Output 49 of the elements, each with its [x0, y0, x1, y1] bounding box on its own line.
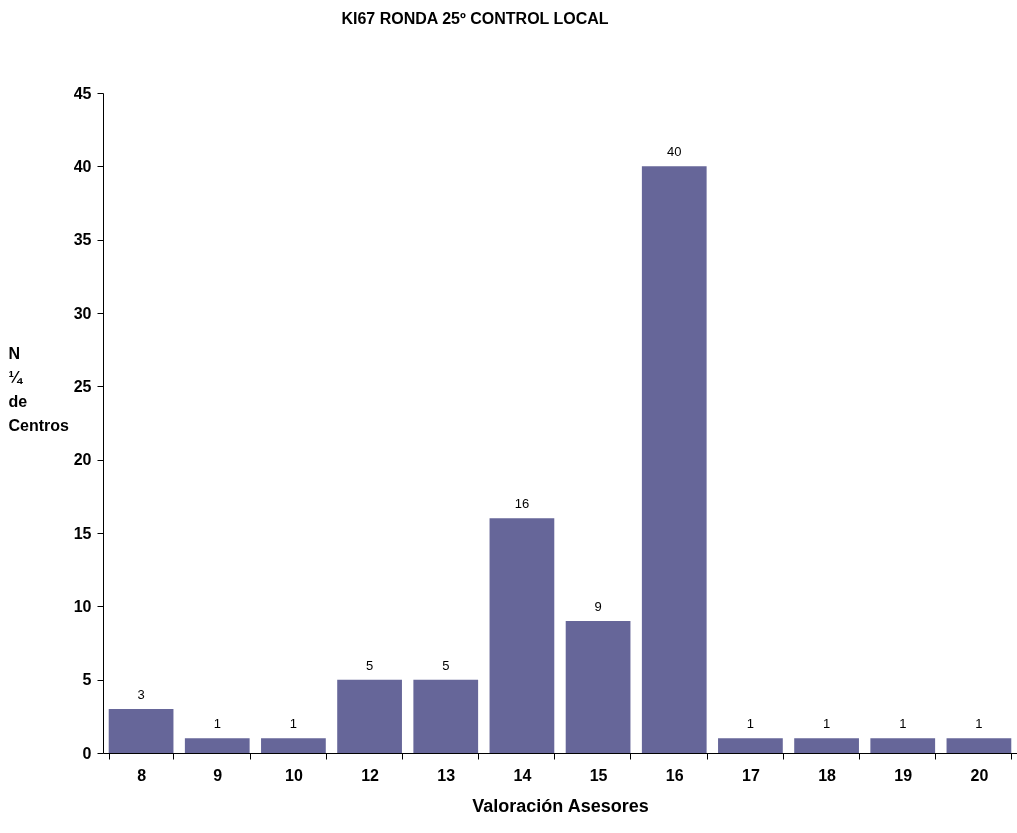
x-tick-label: 9 [213, 766, 223, 784]
y-tick-label: 40 [73, 157, 92, 175]
data-label: 5 [365, 657, 374, 673]
bar [413, 679, 479, 753]
x-tick-label: 20 [970, 766, 989, 784]
x-tick-label: 10 [285, 766, 303, 784]
bar [718, 738, 783, 753]
chart-title: KI67 RONDA 25º CONTROL LOCAL [341, 10, 609, 27]
bar [337, 679, 402, 753]
bar [870, 738, 936, 753]
y-tick-label: 35 [73, 231, 92, 249]
bar [184, 738, 250, 753]
x-tick-label: 14 [513, 766, 532, 784]
data-label: 1 [899, 716, 907, 732]
data-label: 1 [975, 716, 983, 732]
data-label: 1 [289, 716, 298, 732]
y-tick-label: 10 [73, 597, 92, 615]
bar [489, 518, 555, 753]
y-tick-label: 45 [73, 84, 92, 102]
x-tick-label: 15 [589, 766, 608, 784]
y-tick-label: 25 [73, 377, 92, 395]
y-tick-label: 20 [73, 451, 92, 469]
y-tick-label: 15 [73, 524, 92, 542]
data-label: 1 [213, 716, 221, 732]
x-tick-label: 12 [361, 766, 380, 784]
bar [946, 738, 1012, 753]
y-tick-label: 5 [82, 671, 92, 689]
x-axis-title: Valoración Asesores [472, 795, 649, 816]
data-label: 3 [137, 687, 145, 702]
y-axis-title: N ¼ de Centros [8, 344, 70, 434]
x-tick-label: 16 [665, 766, 684, 784]
x-tick-label: 19 [894, 766, 913, 784]
x-tick-label: 13 [437, 766, 456, 784]
x-tick-label: 17 [742, 766, 760, 784]
y-tick-label: 0 [82, 744, 92, 762]
bar [641, 166, 707, 753]
data-label: 9 [594, 599, 602, 614]
data-label: 1 [822, 716, 831, 732]
bar [794, 738, 859, 753]
data-label: 5 [442, 657, 450, 673]
x-tick-label: 8 [137, 766, 147, 784]
data-label: 1 [746, 716, 755, 732]
x-tick-label: 18 [818, 766, 837, 784]
bar [108, 709, 174, 753]
data-label: 40 [667, 144, 682, 160]
y-tick-label: 30 [73, 304, 92, 322]
data-label: 16 [514, 496, 530, 512]
bar [565, 621, 631, 753]
bar [261, 738, 326, 753]
